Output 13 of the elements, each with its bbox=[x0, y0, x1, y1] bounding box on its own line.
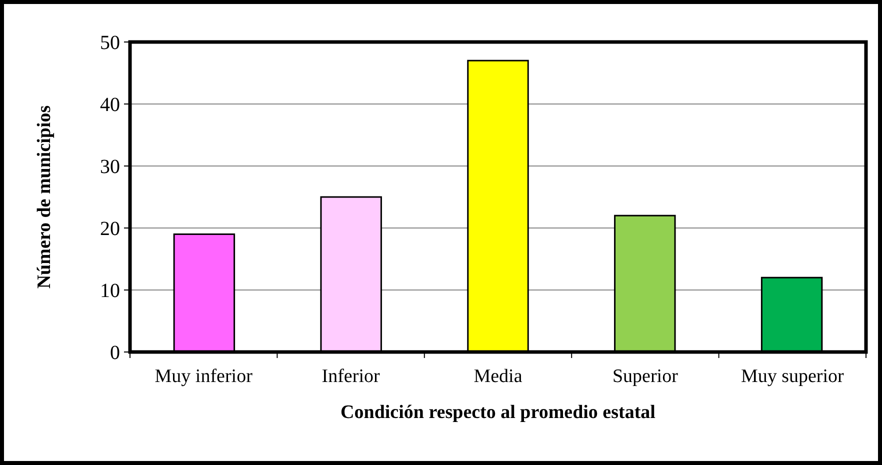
y-tick-label: 30 bbox=[100, 156, 120, 178]
x-tick-label: Media bbox=[474, 366, 523, 387]
x-axis-title: Condición respecto al promedio estatal bbox=[340, 402, 656, 423]
y-tick-label: 50 bbox=[100, 32, 120, 54]
x-tick-label: Muy superior bbox=[740, 366, 845, 387]
y-tick-label: 0 bbox=[110, 342, 120, 364]
x-tick-label: Superior bbox=[612, 366, 679, 387]
x-tick-label: Inferior bbox=[322, 366, 380, 387]
y-tick-label: 40 bbox=[100, 94, 120, 116]
y-tick-label: 20 bbox=[100, 218, 120, 240]
x-tick-label: Muy inferior bbox=[154, 366, 254, 387]
y-tick-label: 10 bbox=[100, 280, 120, 302]
y-axis-title: Número de municipios bbox=[34, 105, 55, 289]
